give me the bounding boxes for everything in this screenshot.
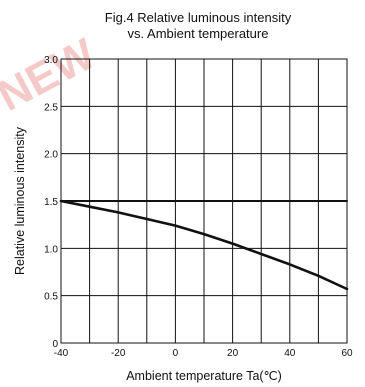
- y-axis-ticks: 0 0.5 1.0 1.5 2.0 2.5 3.0: [44, 55, 58, 350]
- y-tick-label-0: 0: [52, 339, 58, 350]
- x-tick-label-5: 60: [341, 348, 353, 359]
- plot-frame: [60, 58, 348, 344]
- x-tick-label-0: -40: [54, 348, 69, 359]
- x-axis-label: Ambient temperature Ta(℃): [126, 369, 282, 383]
- plot-series: [59, 199, 349, 291]
- x-axis-ticks: -40 -20 0 20 40 60: [54, 348, 353, 359]
- x-tick-label-2: 0: [173, 348, 179, 359]
- chart-title-line2: vs. Ambient temperature: [128, 26, 269, 41]
- x-tick-label-1: -20: [111, 348, 126, 359]
- x-tick-label-4: 40: [284, 348, 296, 359]
- y-tick-label-5: 2.5: [44, 102, 58, 113]
- y-axis-label: Relative luminous intensity: [13, 126, 27, 275]
- y-tick-label-2: 1.0: [44, 244, 58, 255]
- y-tick-label-6: 3.0: [44, 55, 58, 66]
- y-tick-label-4: 2.0: [44, 150, 58, 161]
- x-tick-label-3: 20: [227, 348, 239, 359]
- series-line-0: [59, 199, 349, 291]
- y-tick-label-3: 1.5: [44, 197, 58, 208]
- chart-title-line1: Fig.4 Relative luminous intensity: [105, 10, 292, 25]
- y-tick-label-1: 0.5: [44, 292, 58, 303]
